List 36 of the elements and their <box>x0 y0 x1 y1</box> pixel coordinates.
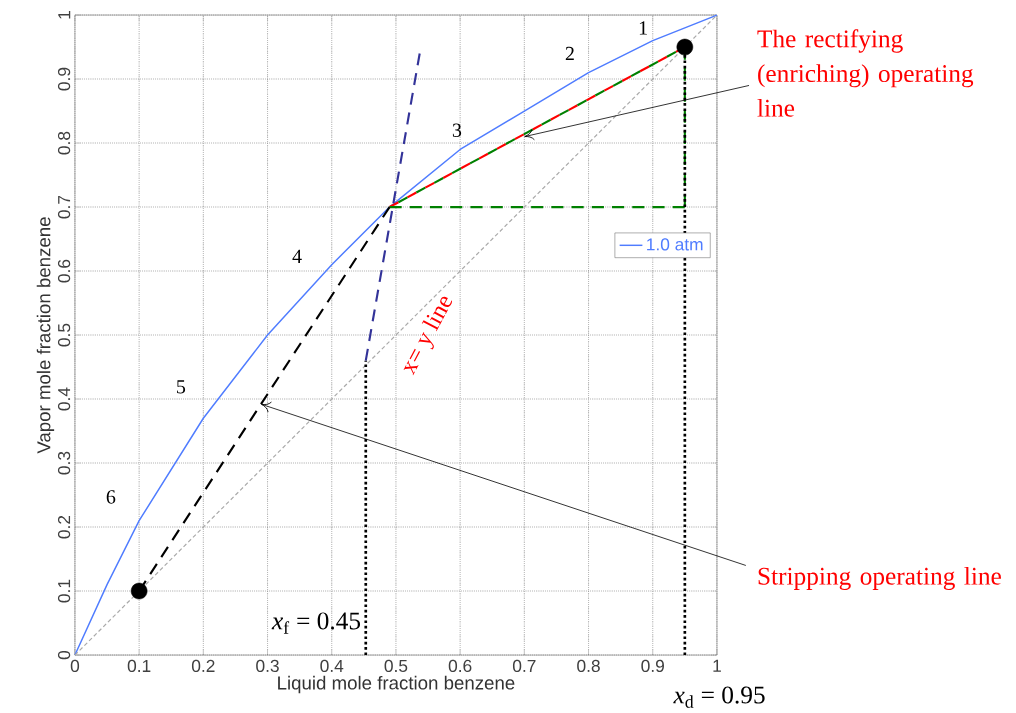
annotation: 4 <box>292 249 302 263</box>
annotation: Stripping operating line <box>758 566 1001 590</box>
annotation: 6 <box>106 490 116 504</box>
legend-label: 1.0 atm <box>647 238 703 251</box>
y-tick-label: 0 <box>57 650 71 660</box>
x-tick-label: 1 <box>713 659 721 672</box>
y-tick-label: 0.4 <box>57 387 71 411</box>
x-tick-label: 0.2 <box>191 659 215 673</box>
x-tick-label: 0.5 <box>384 659 408 673</box>
x-tick-label: 0.7 <box>512 659 536 673</box>
annotation: 3 <box>452 123 462 137</box>
annotation: x$_{d}$ = 0.95 <box>673 686 765 708</box>
annotation: The rectifying (enriching) operating line <box>757 29 974 117</box>
y-tick-label: 0.1 <box>57 579 71 603</box>
x-tick-label: 0.8 <box>577 659 600 673</box>
annotation: x$_{f}$ = 0.45 <box>271 612 361 634</box>
y-axis-title: Vapor mole fraction benzene <box>36 217 55 454</box>
x-tick-label: 0.9 <box>641 659 664 673</box>
y-tick-label: 1 <box>58 11 71 19</box>
x-tick-label: 0.6 <box>448 659 472 673</box>
annotation: 1 <box>639 21 647 35</box>
y-tick-label: 0.9 <box>57 67 71 91</box>
x-tick-label: 0.4 <box>320 659 344 673</box>
annotation: 2 <box>565 46 574 61</box>
x-tick-label: 0.1 <box>127 659 151 673</box>
x-tick-label: 0 <box>70 659 80 673</box>
annotation: 5 <box>177 380 186 394</box>
y-tick-label: 0.7 <box>57 195 71 219</box>
x-axis-title: Liquid mole fraction benzene <box>278 675 515 694</box>
y-tick-label: 0.5 <box>57 323 71 347</box>
x-tick-label: 0.3 <box>256 659 279 673</box>
annotation: x= y line <box>403 296 453 376</box>
y-tick-label: 0.6 <box>57 259 71 283</box>
y-tick-label: 0.2 <box>57 515 71 539</box>
y-tick-label: 0.3 <box>57 451 71 475</box>
y-tick-label: 0.8 <box>57 131 71 155</box>
